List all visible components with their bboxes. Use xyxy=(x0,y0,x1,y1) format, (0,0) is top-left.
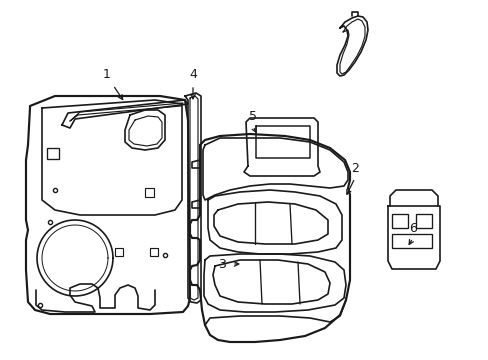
Bar xyxy=(145,188,154,197)
Bar xyxy=(415,214,431,228)
Text: 2: 2 xyxy=(350,162,358,175)
Bar xyxy=(391,214,407,228)
Bar xyxy=(150,248,158,256)
Bar xyxy=(47,148,59,159)
Text: 3: 3 xyxy=(218,257,225,270)
Text: 1: 1 xyxy=(103,68,111,81)
Text: 5: 5 xyxy=(248,109,257,122)
Text: 4: 4 xyxy=(189,68,197,81)
Bar xyxy=(115,248,123,256)
Bar xyxy=(391,234,431,248)
Text: 6: 6 xyxy=(408,221,416,234)
